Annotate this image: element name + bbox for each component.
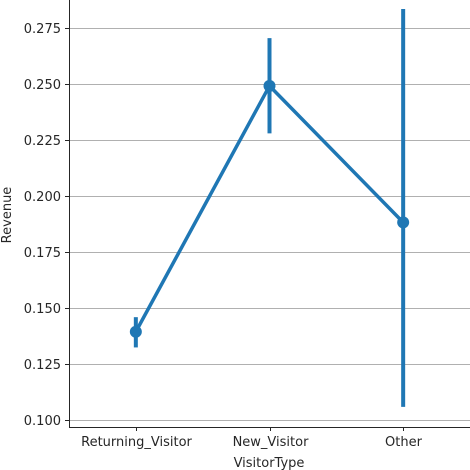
- data-point: [263, 79, 276, 92]
- data-point: [397, 216, 410, 229]
- y-tick-label: 0.125: [24, 358, 61, 373]
- x-ticks: Returning_Visitor New_Visitor Other: [81, 427, 423, 450]
- x-tick-label: Other: [385, 435, 423, 450]
- gridlines: [69, 28, 470, 421]
- y-tick-label: 0.200: [24, 190, 61, 205]
- y-tick-label: 0.175: [24, 246, 61, 261]
- y-tick-label: 0.100: [24, 414, 61, 429]
- y-axis-label: Revenue: [0, 187, 15, 244]
- y-ticks: 0.100 0.125 0.150 0.175 0.200 0.225 0.250 0.275: [24, 22, 69, 429]
- x-tick-label: Returning_Visitor: [81, 435, 192, 450]
- x-axis-label: VisitorType: [234, 456, 305, 470]
- series: [129, 8, 410, 407]
- y-tick-label: 0.275: [24, 22, 61, 37]
- y-tick-label: 0.150: [24, 302, 61, 317]
- data-point: [129, 325, 142, 338]
- x-tick-label: New_Visitor: [233, 435, 310, 450]
- y-tick-label: 0.250: [24, 78, 61, 93]
- y-tick-label: 0.225: [24, 134, 61, 149]
